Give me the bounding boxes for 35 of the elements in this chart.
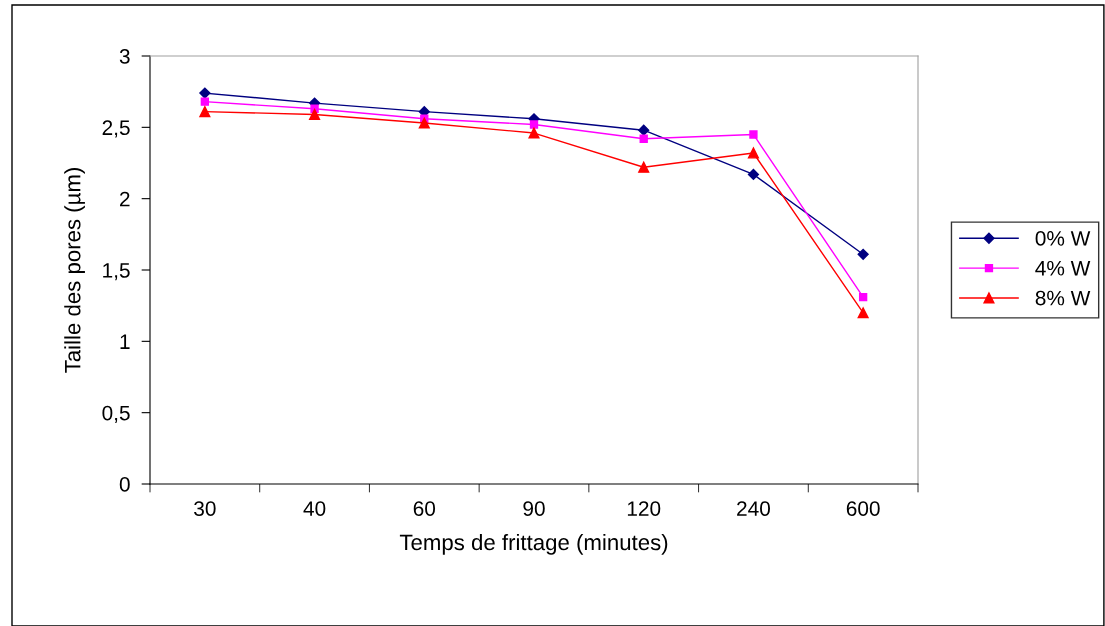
point: [199, 87, 211, 99]
y-tick-label: 0,5: [102, 405, 130, 423]
y-tick-label: 0: [119, 477, 130, 492]
point: [857, 248, 869, 260]
point: [858, 292, 868, 302]
x-axis-title: Temps de frittage (minutes): [399, 533, 668, 555]
point: [747, 147, 759, 159]
y-tick-label: 1: [120, 334, 130, 349]
y-tick-label: 2,5: [102, 120, 130, 138]
x-tick-label: 40: [303, 501, 326, 516]
point: [749, 130, 758, 139]
legend-label: 8% W: [1035, 290, 1091, 306]
x-tick-label: 600: [846, 501, 880, 516]
point: [639, 134, 648, 143]
y-tick-label: 3: [119, 49, 130, 64]
point: [200, 97, 210, 106]
point: [199, 106, 211, 118]
point: [529, 120, 539, 129]
x-tick-label: 90: [523, 501, 545, 516]
legend-label: 0% W: [1035, 231, 1091, 246]
point: [528, 127, 540, 139]
x-tick-label: 120: [627, 501, 661, 516]
y-tick-label: 2: [120, 191, 130, 207]
point: [638, 161, 650, 173]
point: [309, 108, 321, 121]
point: [747, 168, 760, 181]
point: [638, 124, 650, 136]
point: [857, 307, 869, 319]
y-tick-label: 1,5: [103, 263, 130, 281]
x-tick-label: 240: [737, 501, 770, 516]
x-tick-label: 60: [413, 501, 436, 516]
x-tick-label: 30: [194, 501, 216, 516]
point: [418, 117, 430, 129]
y-axis-title: Taille des pores (µm): [64, 168, 85, 373]
legend-label: 4% W: [1035, 260, 1091, 276]
